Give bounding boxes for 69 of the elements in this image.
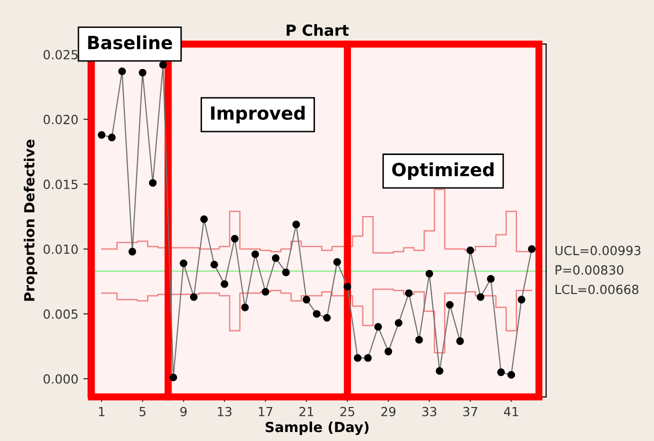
point [528,245,536,253]
point [180,259,188,268]
x-tick-label: 41 [504,407,518,416]
x-tick-label: 25 [340,406,354,416]
x-tick-label: 37 [463,406,478,416]
y-tick-label: 0.000 [44,374,78,384]
point [272,254,280,262]
point [354,354,362,362]
x-tick-label: 29 [381,406,396,416]
x-tick-label: 33 [422,406,436,416]
x-tick-label: 9 [180,406,187,416]
point [148,179,157,187]
y-tick-label: 0.020 [44,114,78,124]
point [200,215,208,224]
point [108,134,116,142]
x-tick-label: 13 [218,406,232,416]
point [118,68,126,76]
point [128,248,136,256]
band-label: Optimized [392,162,494,180]
y-axis-title: Proportion Defective [24,140,38,301]
point [230,234,239,242]
point [169,374,178,382]
y-tick-label: 0.005 [44,309,78,319]
chart-title: P Chart [286,24,349,36]
point [415,336,423,344]
x-tick-label: 21 [299,406,314,416]
point [384,348,392,356]
point [333,258,341,266]
y-tick-label: 0.025 [44,50,78,60]
point [138,68,146,76]
x-axis-title: Sample (Day) [266,422,369,436]
point [456,337,464,345]
point [446,300,454,309]
point [364,354,372,362]
point [436,367,444,375]
point [312,310,320,318]
point [518,296,526,304]
point [426,270,434,278]
point [486,275,495,283]
point [394,319,402,327]
band-label: Improved [211,106,305,124]
x-tick-label: 5 [140,407,146,416]
y-tick-label: 0.010 [44,244,78,254]
y-tick-label: 0.015 [44,180,78,190]
point [210,260,218,268]
point [476,293,484,301]
point [466,246,474,254]
point [323,314,331,322]
point [282,268,290,276]
series-label: LCL=0.00668 [556,284,638,294]
point [241,304,249,312]
point [344,282,352,290]
point [220,280,228,288]
band-label: Baseline [88,35,172,50]
point [507,371,516,379]
point [98,131,106,139]
point [251,250,260,258]
point [405,289,413,297]
series-label: UCL=0.00993 [556,246,640,256]
point [302,296,310,304]
point [190,293,198,301]
point [497,368,505,376]
point [292,220,300,228]
point [159,61,167,69]
x-tick-label: 17 [258,407,272,416]
point [262,288,270,296]
ref-line-label: P̄=0.00830 [556,265,624,275]
x-tick-label: 1 [99,407,104,416]
point [374,323,382,331]
